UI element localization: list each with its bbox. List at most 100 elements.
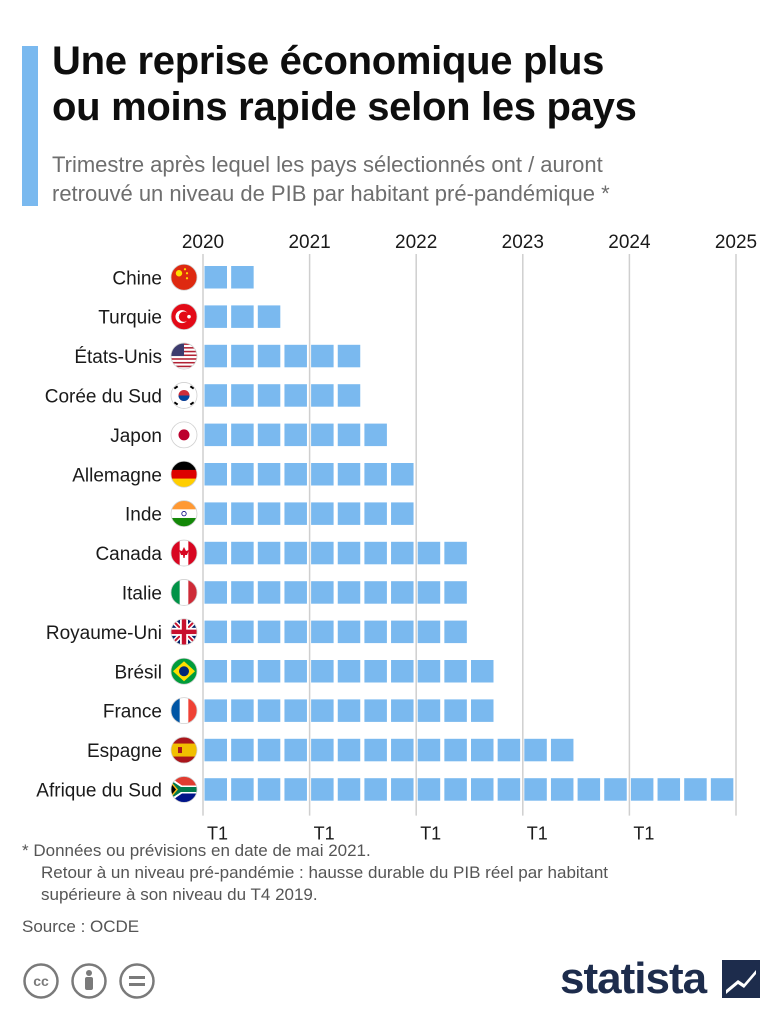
quarter-square-6-5 [337, 502, 361, 525]
quarter-square-3-3 [284, 384, 307, 407]
quarter-square-9-5 [337, 620, 361, 644]
quarter-square-9-9 [444, 620, 467, 644]
quarter-square-8-0 [204, 581, 227, 604]
quarter-square-2-1 [231, 344, 254, 368]
flag-spain-icon [170, 736, 198, 764]
title-line-1: Une reprise économique plus [52, 39, 605, 83]
flag-uk-icon [170, 618, 198, 646]
quarter-square-12-11 [497, 738, 521, 762]
quarter-square-9-3 [284, 620, 307, 644]
quarter-square-11-9 [444, 699, 467, 722]
quarter-square-6-3 [284, 502, 307, 525]
quarter-square-4-4 [311, 423, 334, 447]
quarter-square-8-4 [311, 581, 334, 604]
quarter-square-13-13 [550, 778, 574, 801]
quarter-label-2020: T1 [207, 824, 228, 842]
quarter-square-0-0 [204, 266, 227, 289]
quarter-square-13-9 [444, 778, 467, 801]
quarter-square-11-2 [257, 699, 281, 722]
quarter-square-2-0 [204, 344, 227, 368]
quarter-square-8-6 [364, 581, 387, 604]
flag-brazil-icon [170, 657, 198, 685]
quarter-square-1-2 [257, 305, 281, 328]
cc-icon: cc [23, 963, 59, 999]
quarter-square-7-5 [337, 541, 361, 565]
quarter-square-8-1 [231, 581, 254, 604]
quarter-square-10-7 [391, 660, 414, 683]
category-label-0: Chine [112, 268, 162, 289]
flag-italy-icon [170, 579, 198, 606]
category-label-2: États-Unis [74, 347, 162, 368]
quarter-square-11-3 [284, 699, 307, 722]
category-label-13: Afrique du Sud [36, 780, 162, 801]
quarter-square-7-7 [391, 541, 414, 565]
quarter-square-13-10 [471, 778, 494, 801]
quarter-square-6-7 [391, 502, 414, 525]
flag-turkey-icon [170, 303, 198, 331]
quarter-square-9-6 [364, 620, 387, 644]
flag-south-africa-icon [170, 776, 198, 803]
quarter-square-12-7 [391, 738, 414, 762]
quarter-square-5-3 [284, 463, 307, 486]
quarter-square-4-2 [257, 423, 281, 447]
statista-mark-icon [722, 960, 760, 998]
quarter-square-13-7 [391, 778, 414, 801]
quarter-square-1-0 [204, 305, 227, 328]
quarter-square-7-3 [284, 541, 307, 565]
quarter-square-12-4 [311, 738, 334, 762]
quarter-square-12-0 [204, 738, 227, 762]
flag-china-icon [170, 263, 198, 291]
flag-south-korea-icon [170, 382, 198, 409]
category-label-8: Italie [122, 583, 162, 604]
chart-subtitle: Trimestre après lequel les pays sélectio… [52, 150, 772, 208]
footnote-line-2: Retour à un niveau pré-pandémie : hausse… [41, 863, 609, 882]
year-label-2025: 2025 [715, 232, 757, 253]
quarter-square-13-19 [710, 778, 734, 801]
quarter-square-13-5 [337, 778, 361, 801]
quarter-square-11-4 [311, 699, 334, 722]
quarter-square-4-0 [204, 423, 227, 447]
category-label-3: Corée du Sud [45, 386, 162, 407]
quarter-square-12-10 [471, 738, 494, 762]
year-label-2021: 2021 [288, 232, 330, 253]
quarter-square-5-4 [311, 463, 334, 486]
quarter-square-10-0 [204, 660, 227, 683]
quarter-square-8-2 [257, 581, 281, 604]
quarter-square-2-4 [311, 344, 334, 368]
year-label-2024: 2024 [608, 232, 651, 253]
year-label-2023: 2023 [502, 232, 544, 253]
quarter-square-9-8 [417, 620, 441, 644]
quarter-square-12-13 [550, 738, 574, 762]
quarter-square-9-2 [257, 620, 281, 644]
attribution-icon [71, 963, 107, 999]
quarter-square-3-4 [311, 384, 334, 407]
quarter-square-8-9 [444, 581, 467, 604]
category-label-5: Allemagne [72, 465, 162, 486]
quarter-square-9-7 [391, 620, 414, 644]
quarter-square-2-3 [284, 344, 307, 368]
quarter-square-8-5 [337, 581, 361, 604]
quarter-square-10-10 [471, 660, 494, 683]
quarter-square-13-18 [684, 778, 707, 801]
quarter-square-11-8 [417, 699, 441, 722]
quarter-square-11-6 [364, 699, 387, 722]
quarter-square-10-2 [257, 660, 281, 683]
brand-name: statista [560, 954, 707, 1003]
quarter-square-9-0 [204, 620, 227, 644]
category-label-12: Espagne [87, 741, 162, 762]
quarter-square-11-5 [337, 699, 361, 722]
quarter-square-13-11 [497, 778, 521, 801]
quarter-square-8-7 [391, 581, 414, 604]
quarter-square-10-6 [364, 660, 387, 683]
no-derivatives-icon [119, 963, 155, 999]
quarter-square-13-8 [417, 778, 441, 801]
quarter-square-10-5 [337, 660, 361, 683]
quarter-square-6-4 [311, 502, 334, 525]
quarter-square-6-6 [364, 502, 387, 525]
source: Source : OCDE [22, 917, 140, 936]
quarter-square-10-1 [231, 660, 254, 683]
year-label-2020: 2020 [182, 232, 224, 253]
footnote-line-1: * Données ou prévisions en date de mai 2… [22, 841, 371, 860]
quarter-square-13-1 [231, 778, 254, 801]
flag-usa-icon [170, 342, 198, 370]
